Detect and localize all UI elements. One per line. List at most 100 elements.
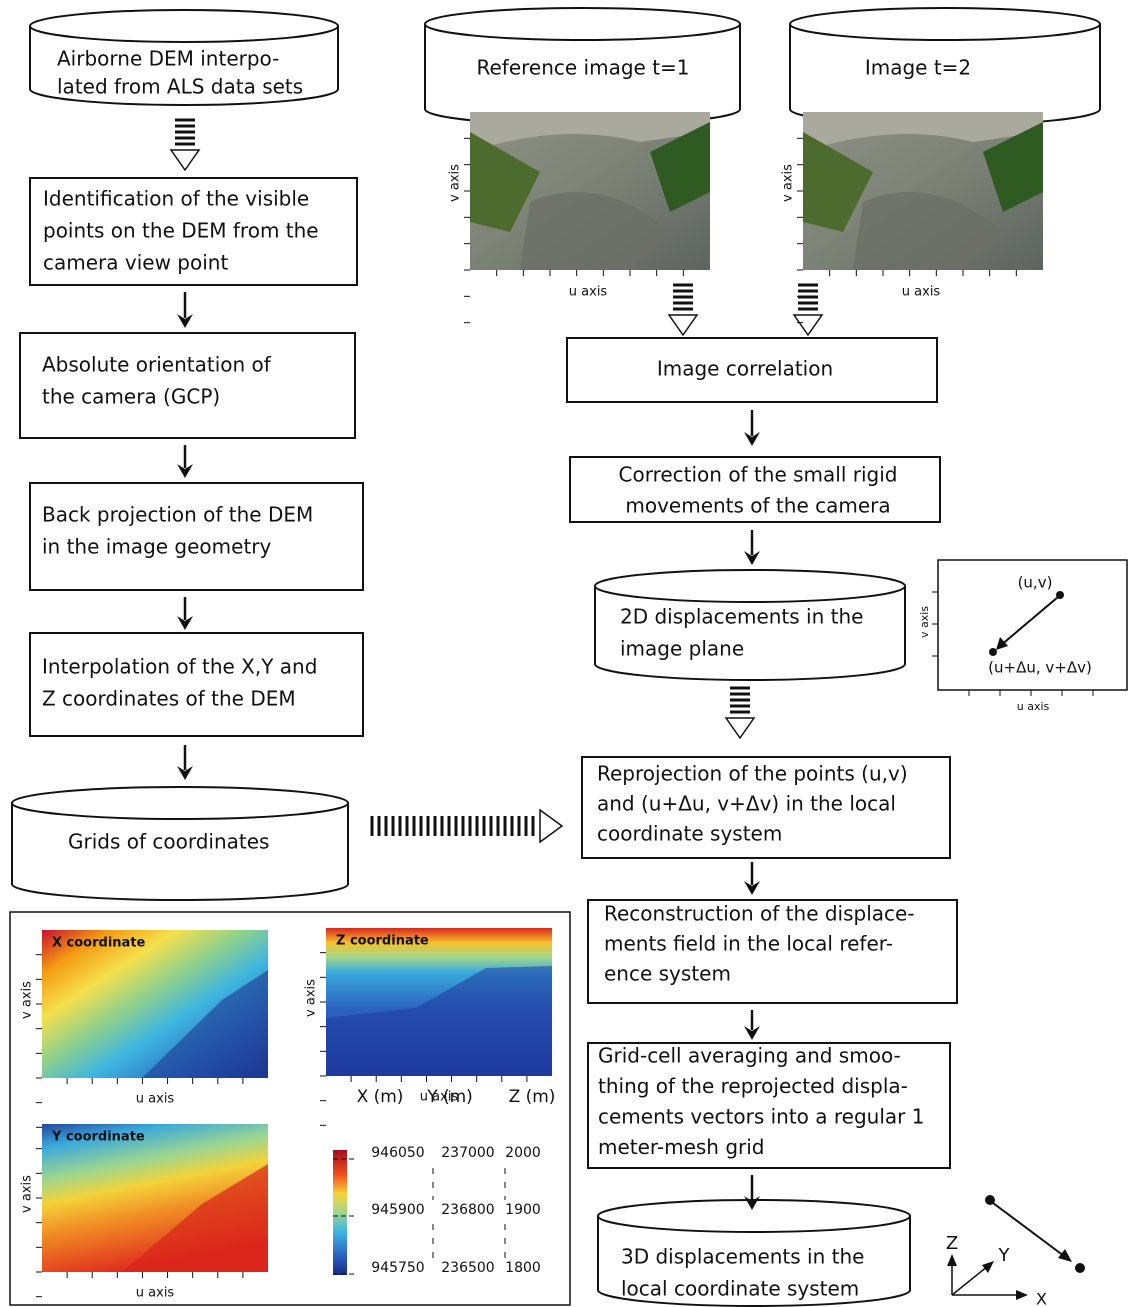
node-text: Reprojection of the points (u,v) [597,762,908,786]
hollow-arrow-head [169,149,201,172]
node-text: Absolute orientation of [42,353,272,377]
photo-flow [853,192,1003,270]
process-box [581,756,951,859]
arrow-head [744,881,760,895]
photo-flow [520,192,670,270]
legend-value: 2000 [505,1145,541,1161]
map-region [142,970,268,1078]
axis-head [947,1254,957,1266]
vector-head [1058,1249,1072,1262]
vector [992,1202,1065,1257]
axis-label: u axis [420,1090,459,1105]
vector [999,596,1059,647]
map-region [326,966,552,1076]
legend-value: 946050 [371,1145,424,1161]
process-box [29,482,364,591]
database-shape [11,803,349,901]
process-box [29,632,364,737]
photo-forest [983,122,1043,212]
map-title: Y coordinate [51,1130,145,1145]
node-text: meter-mesh grid [598,1135,765,1159]
node-text: Interpolation of the X,Y and [42,655,317,679]
node-text: local coordinate system [621,1277,859,1301]
axis-head [1016,1290,1028,1300]
arrow-head [177,616,193,630]
axis-label: u axis [136,1286,175,1301]
hollow-arrow-head [667,314,699,337]
axis-label: u axis [902,285,941,300]
node-text: coordinate system [597,822,782,846]
node-text: Correction of the small rigid [619,463,898,487]
map-region [122,1164,268,1272]
legend-value: 236500 [441,1260,494,1276]
axis-head [982,1261,994,1273]
point-label: (u,v) [1018,574,1053,592]
legend-value: 1800 [505,1260,541,1276]
process-box [29,177,358,286]
node-text: 2D displacements in the [620,605,863,629]
axis-label: v axis [20,1175,35,1213]
node-text: Airborne DEM interpo- [57,47,279,71]
node-text: ence system [604,962,731,986]
node-text: Z coordinates of the DEM [42,687,296,711]
process-box [587,1042,951,1169]
panel-frame [9,911,571,1306]
hollow-arrow-head [539,808,564,844]
process-box [587,899,958,1004]
legend-value: 945750 [371,1260,424,1276]
axis-label: u axis [1017,700,1050,713]
point-label: (u+Δu, v+Δv) [988,659,1092,677]
node-text: ments field in the local refer- [604,932,893,956]
node-text: in the image geometry [42,535,272,559]
photo-forest [803,132,873,232]
axis-label: v axis [781,164,796,202]
database-top [594,569,906,603]
hollow-arrow-head [724,717,756,740]
axis-name: X [1036,1290,1047,1307]
process-box [566,337,938,403]
arrow-head [177,766,193,780]
database-top [424,7,741,41]
node-text: Identification of the visible [43,187,309,211]
photo-slope [803,112,1043,152]
database-top [11,786,349,820]
arrow-head [744,432,760,446]
node-text: cements vectors into a regular 1 [598,1105,924,1129]
axis-label: v axis [304,979,319,1017]
node-text: thing of the reprojected displa- [598,1074,908,1098]
node-text: Reconstruction of the displace- [604,902,915,926]
arrow-head [177,314,193,328]
axis [951,1265,989,1296]
node-text: image plane [620,637,744,661]
node-text: points on the DEM from the [43,219,319,243]
map-title: Z coordinate [336,934,429,949]
point [985,1195,995,1205]
node-text: movements of the camera [625,494,890,518]
node-text: Image correlation [657,357,833,381]
database-top [29,9,339,43]
node-text: the camera (GCP) [42,385,220,409]
inset-frame [937,559,1128,691]
point [989,648,997,656]
axis-label: v axis [918,606,931,638]
arrow-head [744,1026,760,1040]
database-shape [594,586,906,681]
photo-slope [470,112,710,152]
vector-head [996,637,1008,650]
node-text: camera view point [43,251,228,275]
axis-label: u axis [136,1092,175,1107]
node-text: Grids of coordinates [68,830,269,854]
axis-name: Z [946,1233,958,1254]
legend-header: Y (m) [426,1087,473,1107]
photo-forest [650,122,710,212]
legend-header: Z (m) [509,1087,556,1107]
node-text: Reference image t=1 [476,56,689,80]
axis-name: Y [998,1245,1011,1266]
database-shape [597,1216,911,1307]
axis-label: v axis [448,164,463,202]
database-top [789,7,1101,41]
database-shape [29,26,339,106]
node-text: and (u+Δu, v+Δv) in the local [597,792,896,816]
legend-value: 1900 [505,1202,541,1218]
